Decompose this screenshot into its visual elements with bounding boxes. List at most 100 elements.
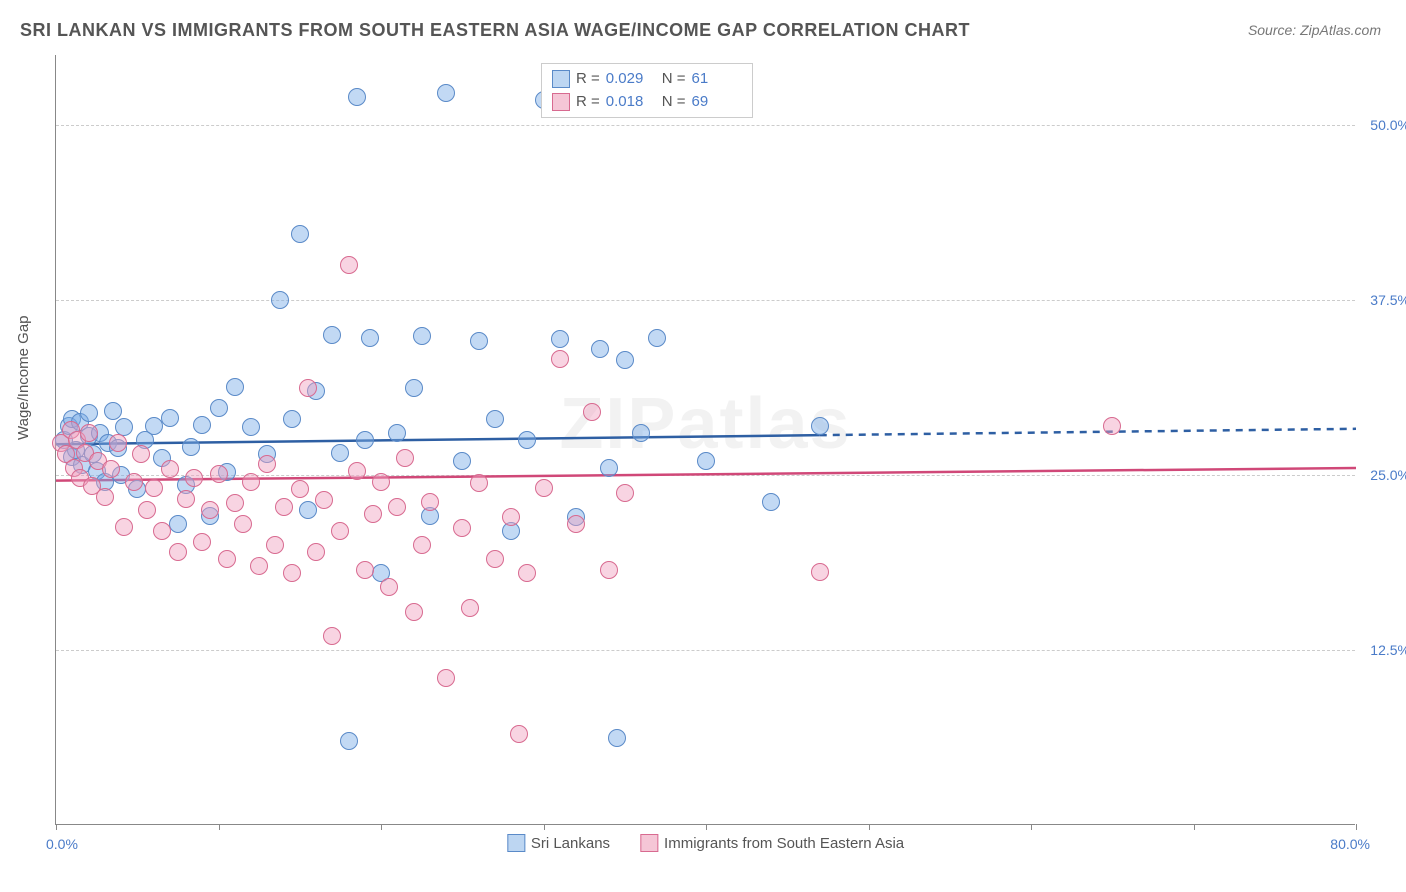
data-point bbox=[331, 522, 349, 540]
data-point bbox=[551, 330, 569, 348]
data-point bbox=[372, 473, 390, 491]
legend-item-series1: Sri Lankans bbox=[507, 834, 610, 852]
data-point bbox=[291, 480, 309, 498]
r-value-series1: 0.029 bbox=[606, 68, 656, 91]
data-point bbox=[218, 550, 236, 568]
data-point bbox=[307, 543, 325, 561]
data-point bbox=[125, 473, 143, 491]
data-point bbox=[361, 329, 379, 347]
n-value-series1: 61 bbox=[692, 68, 742, 91]
x-tick bbox=[219, 824, 220, 830]
data-point bbox=[193, 533, 211, 551]
data-point bbox=[811, 563, 829, 581]
x-tick bbox=[56, 824, 57, 830]
legend-item-series2: Immigrants from South Eastern Asia bbox=[640, 834, 904, 852]
data-point bbox=[331, 444, 349, 462]
swatch-series1 bbox=[507, 834, 525, 852]
data-point bbox=[364, 505, 382, 523]
plot-area: ZIPatlas 12.5%25.0%37.5%50.0% R = 0.029 … bbox=[55, 55, 1355, 825]
x-tick bbox=[1356, 824, 1357, 830]
correlation-legend: R = 0.029 N = 61 R = 0.018 N = 69 bbox=[541, 63, 753, 118]
data-point bbox=[169, 515, 187, 533]
data-point bbox=[437, 84, 455, 102]
y-tick-label: 50.0% bbox=[1360, 117, 1406, 133]
data-point bbox=[405, 379, 423, 397]
r-label: R = bbox=[576, 91, 600, 114]
data-point bbox=[145, 479, 163, 497]
n-value-series2: 69 bbox=[692, 91, 742, 114]
data-point bbox=[210, 399, 228, 417]
data-point bbox=[591, 340, 609, 358]
data-point bbox=[632, 424, 650, 442]
data-point bbox=[226, 378, 244, 396]
data-point bbox=[348, 88, 366, 106]
source-attribution: Source: ZipAtlas.com bbox=[1248, 22, 1381, 38]
r-value-series2: 0.018 bbox=[606, 91, 656, 114]
data-point bbox=[348, 462, 366, 480]
swatch-series1 bbox=[552, 70, 570, 88]
data-point bbox=[299, 501, 317, 519]
swatch-series2 bbox=[640, 834, 658, 852]
data-point bbox=[161, 409, 179, 427]
data-point bbox=[299, 379, 317, 397]
data-point bbox=[535, 479, 553, 497]
data-point bbox=[356, 431, 374, 449]
data-point bbox=[413, 536, 431, 554]
y-tick-label: 37.5% bbox=[1360, 292, 1406, 308]
data-point bbox=[600, 459, 618, 477]
data-point bbox=[145, 417, 163, 435]
data-point bbox=[616, 351, 634, 369]
data-point bbox=[109, 434, 127, 452]
data-point bbox=[608, 729, 626, 747]
data-point bbox=[115, 518, 133, 536]
x-axis-end-label: 80.0% bbox=[1330, 836, 1370, 852]
series2-name: Immigrants from South Eastern Asia bbox=[664, 835, 904, 852]
data-point bbox=[266, 536, 284, 554]
data-point bbox=[567, 515, 585, 533]
data-point bbox=[104, 402, 122, 420]
data-point bbox=[242, 418, 260, 436]
n-label: N = bbox=[662, 91, 686, 114]
data-point bbox=[80, 424, 98, 442]
data-point bbox=[234, 515, 252, 533]
swatch-series2 bbox=[552, 93, 570, 111]
chart-container: SRI LANKAN VS IMMIGRANTS FROM SOUTH EAST… bbox=[0, 0, 1406, 892]
data-point bbox=[405, 603, 423, 621]
x-tick bbox=[1031, 824, 1032, 830]
data-point bbox=[616, 484, 634, 502]
data-point bbox=[486, 410, 504, 428]
data-point bbox=[138, 501, 156, 519]
y-tick-label: 12.5% bbox=[1360, 642, 1406, 658]
series-legend: Sri Lankans Immigrants from South Easter… bbox=[507, 834, 904, 852]
data-point bbox=[518, 431, 536, 449]
chart-title: SRI LANKAN VS IMMIGRANTS FROM SOUTH EAST… bbox=[20, 20, 970, 41]
data-point bbox=[283, 564, 301, 582]
data-point bbox=[380, 578, 398, 596]
data-point bbox=[185, 469, 203, 487]
data-point bbox=[177, 490, 195, 508]
trend-lines bbox=[56, 55, 1355, 824]
data-point bbox=[283, 410, 301, 428]
data-point bbox=[461, 599, 479, 617]
series1-name: Sri Lankans bbox=[531, 835, 610, 852]
data-point bbox=[470, 474, 488, 492]
data-point bbox=[271, 291, 289, 309]
data-point bbox=[258, 455, 276, 473]
r-label: R = bbox=[576, 68, 600, 91]
data-point bbox=[132, 445, 150, 463]
data-point bbox=[437, 669, 455, 687]
data-point bbox=[453, 519, 471, 537]
x-tick bbox=[1194, 824, 1195, 830]
data-point bbox=[250, 557, 268, 575]
data-point bbox=[291, 225, 309, 243]
data-point bbox=[226, 494, 244, 512]
data-point bbox=[323, 326, 341, 344]
data-point bbox=[182, 438, 200, 456]
data-point bbox=[551, 350, 569, 368]
data-point bbox=[161, 460, 179, 478]
data-point bbox=[470, 332, 488, 350]
legend-row-series1: R = 0.029 N = 61 bbox=[552, 68, 742, 91]
y-axis-label: Wage/Income Gap bbox=[15, 315, 32, 440]
data-point bbox=[323, 627, 341, 645]
x-tick bbox=[706, 824, 707, 830]
